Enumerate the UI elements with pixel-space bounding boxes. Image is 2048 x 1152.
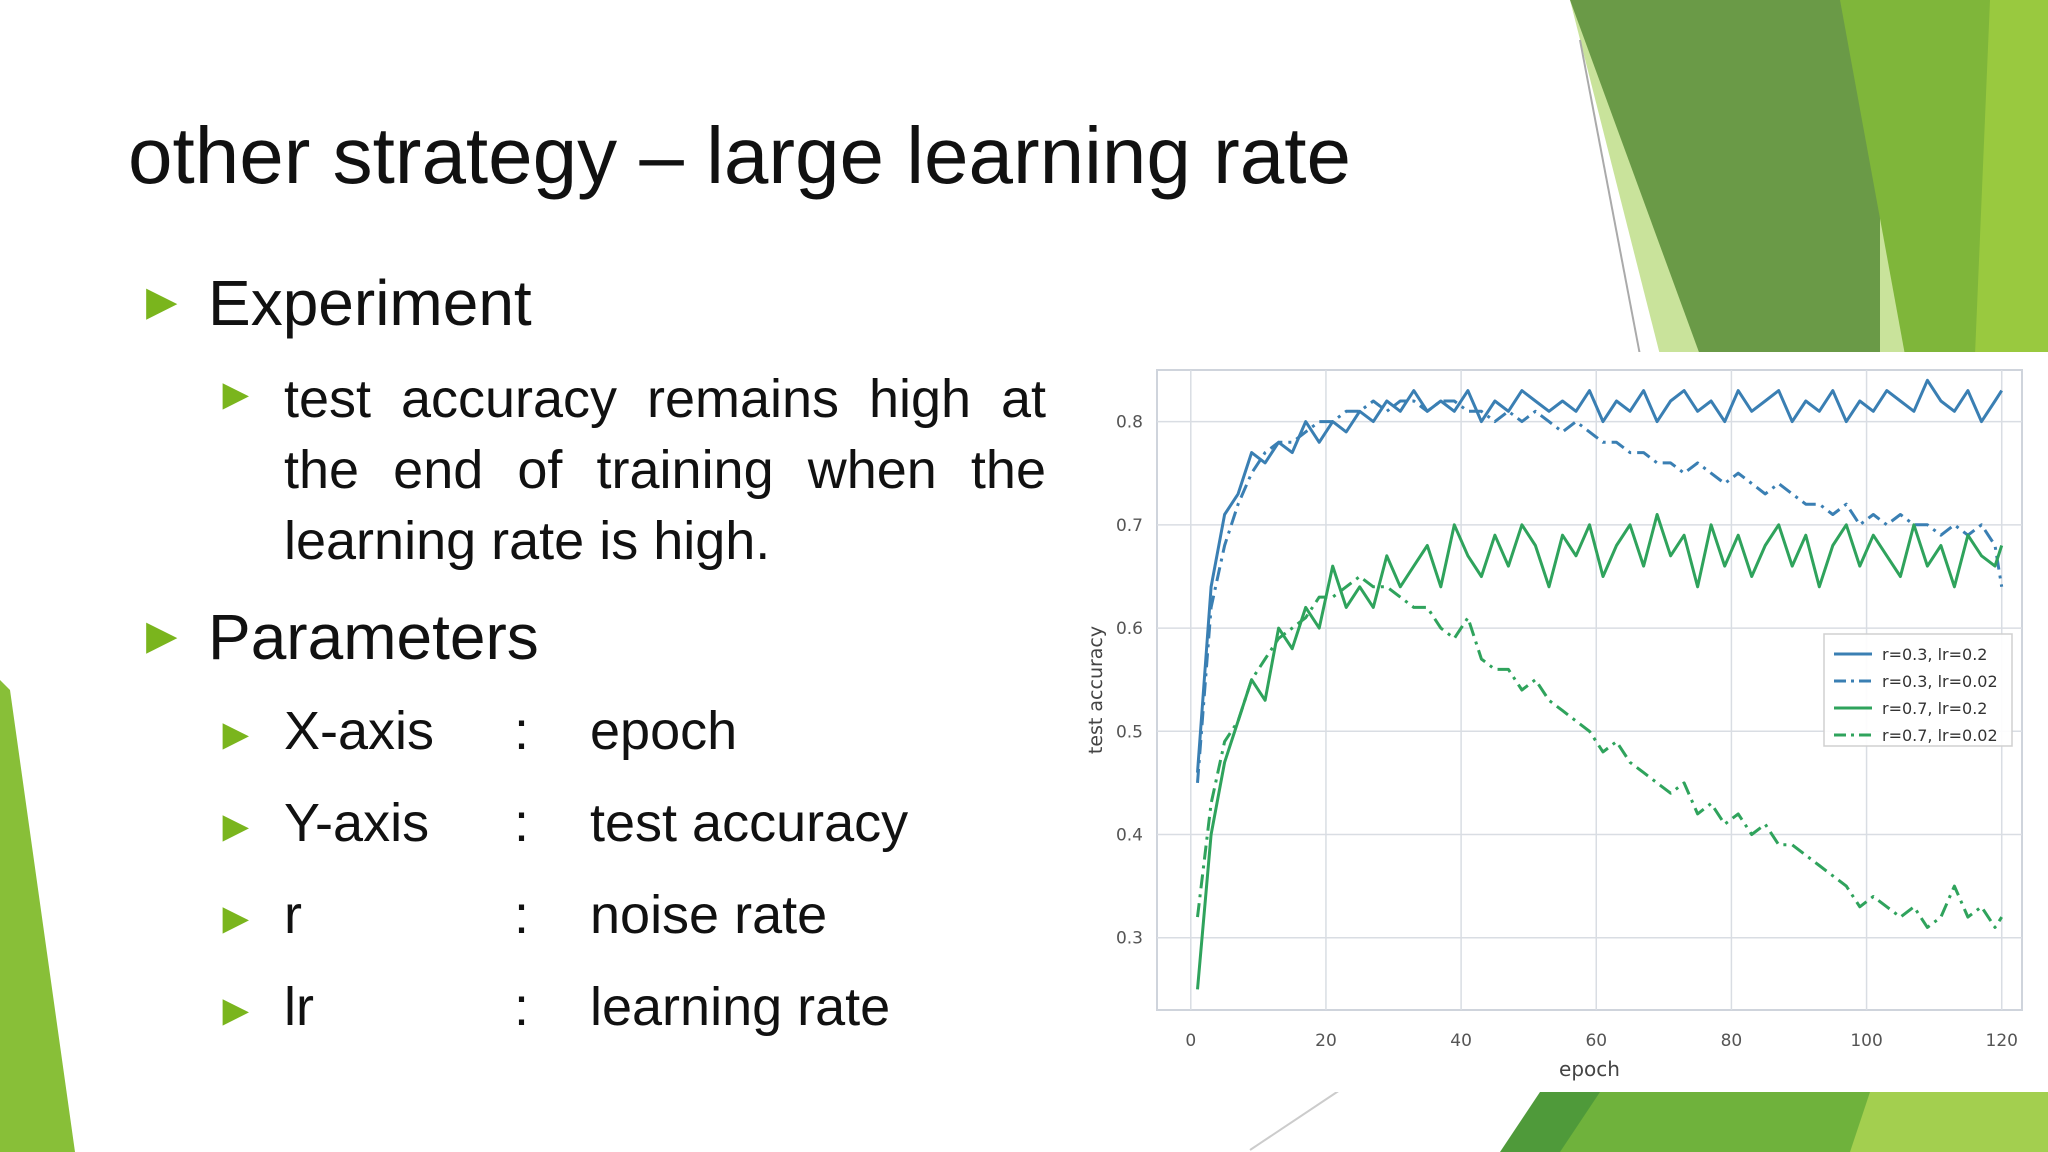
- param-row: ► lr : learning rate: [214, 976, 890, 1046]
- param-name: X-axis: [284, 701, 435, 761]
- bottom-right-shape-mid: [1560, 1092, 1890, 1152]
- param-row: ► r : noise rate: [214, 884, 827, 954]
- legend-label: r=0.3, lr=0.02: [1882, 672, 1998, 691]
- arrow-bullet-icon: ►: [136, 607, 188, 665]
- param-colon: :: [514, 701, 530, 761]
- experiment-description: test accuracy remains high at the end of…: [284, 369, 1046, 571]
- x-axis-label: epoch: [1559, 1057, 1620, 1081]
- top-right-thin-line: [1579, 39, 1641, 356]
- top-right-shape-brightgreen: [1975, 0, 2048, 355]
- y-tick-label: 0.3: [1116, 929, 1143, 949]
- legend-box: [1823, 633, 2013, 747]
- series-line-3: [1196, 513, 2004, 990]
- bullet-experiment-sub: ►: [214, 364, 284, 426]
- bottom-thin-line: [1249, 1089, 1341, 1151]
- param-row: ► X-axis : epoch: [214, 700, 737, 770]
- x-tick-label: 60: [1585, 1031, 1607, 1051]
- param-desc: test accuracy: [590, 793, 909, 853]
- y-tick-label: 0.6: [1116, 619, 1143, 639]
- x-tick-label: 0: [1185, 1031, 1196, 1051]
- param-colon: :: [514, 977, 530, 1037]
- y-tick-label: 0.4: [1116, 826, 1143, 846]
- param-name: lr: [284, 977, 314, 1037]
- bullet-experiment: ► Experiment: [136, 266, 532, 340]
- legend-label: r=0.7, lr=0.02: [1882, 726, 1998, 745]
- y-tick-label: 0.8: [1116, 413, 1143, 433]
- arrow-bullet-icon: ►: [214, 802, 258, 851]
- bottom-left-shape: [0, 680, 75, 1152]
- arrow-bullet-icon: ►: [214, 710, 258, 759]
- legend-label: r=0.3, lr=0.2: [1882, 645, 1987, 664]
- x-tick-label: 120: [1986, 1031, 2018, 1051]
- param-name: Y-axis: [284, 793, 430, 853]
- param-row: ► Y-axis : test accuracy: [214, 792, 908, 862]
- param-name: r: [284, 885, 302, 945]
- series-line-2: [1196, 399, 2004, 784]
- param-colon: :: [514, 885, 530, 945]
- y-axis-label: test accuracy: [1085, 626, 1107, 754]
- accuracy-chart: 0 20 40 60 80 100 120 0.3 0.4 0.5 0.6 0.7 0.8 epoch te…: [1072, 352, 2048, 1092]
- arrow-bullet-icon: ►: [136, 273, 188, 331]
- x-tick-label: 20: [1315, 1031, 1337, 1051]
- x-tick-label: 100: [1850, 1031, 1882, 1051]
- bullet-parameters-label: Parameters: [208, 601, 539, 673]
- top-right-shape-darkgreen: [1570, 0, 1880, 355]
- chart-svg: 0 20 40 60 80 100 120 0.3 0.4 0.5 0.6 0.7 0.8 epoch te…: [1085, 369, 2023, 1081]
- slide-title: other strategy – large learning rate: [128, 111, 1351, 200]
- param-desc: learning rate: [590, 977, 891, 1037]
- bullet-parameters: ► Parameters: [136, 600, 539, 674]
- arrow-bullet-icon: ►: [214, 370, 258, 419]
- param-colon: :: [514, 793, 530, 853]
- y-tick-label: 0.7: [1116, 516, 1143, 536]
- param-desc: noise rate: [590, 885, 828, 945]
- x-tick-label: 80: [1721, 1031, 1743, 1051]
- legend-label: r=0.7, lr=0.2: [1882, 699, 1987, 718]
- series-line-4: [1196, 575, 2003, 929]
- bullet-experiment-label: Experiment: [208, 267, 532, 339]
- x-tick-label: 40: [1450, 1031, 1472, 1051]
- bottom-right-shape-light: [1850, 1092, 2048, 1152]
- param-desc: epoch: [590, 701, 738, 761]
- y-tick-label: 0.5: [1116, 722, 1143, 742]
- arrow-bullet-icon: ►: [214, 894, 258, 943]
- arrow-bullet-icon: ►: [214, 986, 258, 1035]
